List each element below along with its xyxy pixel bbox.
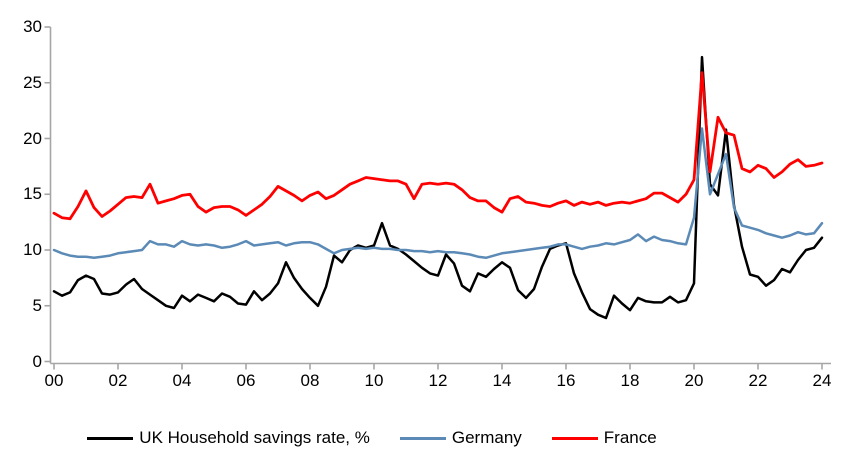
y-tick-label: 30 [23, 17, 42, 36]
x-tick-label: 08 [300, 371, 320, 390]
x-tick-label: 00 [44, 371, 64, 390]
x-tick-label: 06 [236, 371, 256, 390]
legend-label-france: France [603, 428, 657, 447]
x-tick-label: 24 [812, 371, 832, 390]
y-tick-label: 10 [23, 240, 42, 259]
uk-line-swatch [87, 436, 134, 440]
y-tick-label: 0 [32, 351, 42, 371]
x-tick-label: 02 [108, 371, 128, 390]
series-line-0 [52, 55, 824, 320]
legend-item-germany: Germany [399, 428, 522, 448]
y-tick-label: 15 [23, 184, 42, 204]
series-line-1 [52, 127, 824, 260]
x-tick-label: 14 [492, 371, 512, 390]
france-line-swatch [551, 436, 598, 440]
germany-line-swatch [399, 436, 446, 440]
legend-item-uk: UK Household savings rate, % [87, 428, 370, 448]
legend-item-france: France [551, 428, 657, 448]
y-tick-label: 5 [32, 295, 42, 315]
series-line-2 [52, 71, 824, 221]
x-tick-label: 22 [748, 371, 768, 390]
x-tick-label: 10 [364, 371, 384, 390]
x-tick-label: 12 [428, 371, 448, 390]
legend-label-uk: UK Household savings rate, % [139, 428, 370, 447]
x-tick-label: 18 [620, 371, 640, 390]
x-tick-label: 04 [172, 371, 192, 390]
legend: UK Household savings rate, % Germany Fra… [0, 428, 798, 448]
x-tick-label: 20 [684, 371, 704, 390]
x-tick-label: 16 [556, 371, 576, 390]
legend-label-germany: Germany [451, 428, 522, 447]
y-tick-label: 20 [23, 128, 42, 148]
y-tick-label: 25 [23, 72, 42, 92]
